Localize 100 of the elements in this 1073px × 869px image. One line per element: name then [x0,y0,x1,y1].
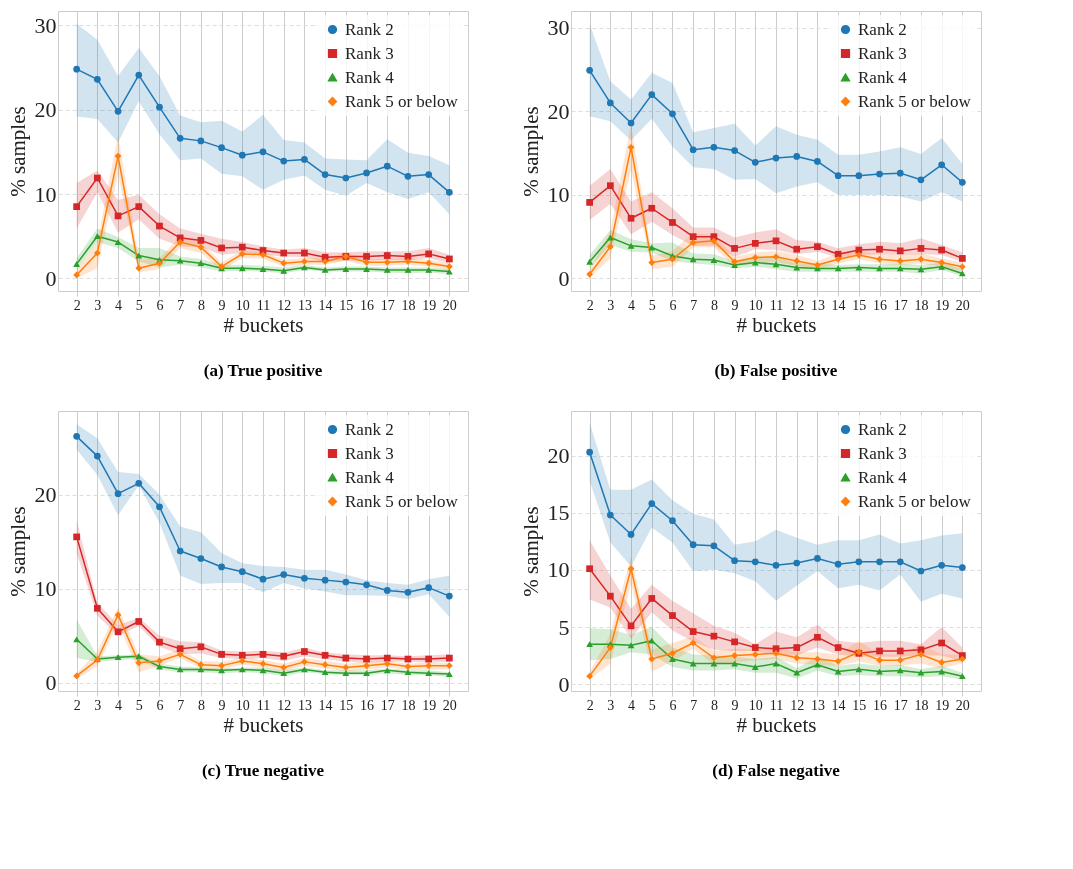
y-tick-label: 5 [558,614,570,640]
x-tick-label: 13 [810,697,825,713]
legend-label: Rank 3 [345,443,394,463]
point [669,219,676,226]
x-tick-label: 9 [731,697,739,713]
x-tick-label: 18 [914,297,929,313]
x-tick-label: 12 [790,697,805,713]
point [363,253,370,260]
point [425,171,433,178]
point [669,656,676,662]
x-axis-title: # buckets [736,312,817,337]
point [301,258,308,265]
x-tick-label: 8 [197,297,205,313]
point [363,662,370,669]
x-tick-label: 8 [710,697,718,713]
x-tick-label: 10 [235,697,250,713]
x-tick-label: 2 [586,297,594,313]
point [218,144,225,151]
y-axis-title: % samples [518,106,543,197]
x-tick-label: 19 [422,697,437,713]
x-tick-label: 15 [339,697,354,713]
x-tick-label: 6 [669,697,677,713]
y-tick-label: 0 [45,265,57,291]
x-tick-label: 11 [256,697,271,713]
point [669,612,676,619]
point [586,67,593,74]
x-tick-label: 7 [690,697,698,713]
x-tick-label: 18 [914,697,929,713]
x-tick-label: 15 [852,297,867,313]
x-tick-label: 3 [94,297,102,313]
legend-label: Rank 2 [345,19,394,39]
point [218,651,225,658]
x-tick-label: 20 [955,697,970,713]
x-tick-label: 3 [607,297,615,313]
text: (b) False positive [714,361,838,380]
point [73,433,80,440]
y-tick-label: 10 [34,576,57,602]
legend-label: Rank 4 [345,467,395,487]
x-tick-label: 20 [955,297,970,313]
point [425,662,433,669]
point [301,156,308,163]
point [446,671,453,677]
point [425,267,433,273]
x-tick-label: 17 [380,697,395,713]
x-tick-label: 20 [442,697,457,713]
x-tick-label: 4 [115,697,123,713]
x-tick-label: 10 [235,297,250,313]
point [425,584,433,591]
x-tick-label: 16 [360,297,375,313]
y-tick-label: 30 [34,12,57,38]
x-tick-label: 4 [628,297,636,313]
x-tick-label: 8 [710,297,718,313]
x-tick-label: 14 [318,697,333,713]
y-tick-label: 20 [547,98,570,124]
x-axis-title: # buckets [736,712,817,737]
x-tick-label: 4 [628,697,636,713]
point [446,263,453,270]
x-tick-label: 12 [277,697,292,713]
x-tick-label: 15 [339,297,354,313]
y-tick-label: 0 [558,671,570,697]
x-tick-label: 2 [73,297,81,313]
x-tick-label: 17 [380,297,395,313]
x-tick-label: 11 [256,297,271,313]
y-tick-label: 10 [547,182,570,208]
point [959,255,966,262]
point [586,199,593,206]
legend-label: Rank 2 [858,419,907,439]
x-tick-label: 11 [769,697,784,713]
point [731,652,738,659]
x-tick-label: 18 [401,697,416,713]
x-tick-label: 4 [115,297,123,313]
x-tick-label: 6 [156,297,164,313]
point [73,203,80,211]
x-tick-label: 2 [73,697,81,713]
x-tick-label: 14 [831,697,846,713]
x-tick-label: 16 [873,697,888,713]
point [218,662,225,669]
point [446,662,453,669]
x-tick-label: 3 [607,697,615,713]
x-tick-label: 7 [690,297,698,313]
y-tick-label: 15 [547,500,570,526]
legend-label: Rank 3 [858,43,907,63]
x-tick-label: 9 [218,297,226,313]
legend-label: Rank 2 [858,19,907,39]
y-axis-title: % samples [518,506,543,597]
x-axis-title: # buckets [223,312,304,337]
x-tick-label: 16 [873,297,888,313]
text: (a) True positive [203,361,323,380]
x-tick-label: 7 [177,297,185,313]
x-tick-label: 6 [156,697,164,713]
point [959,179,966,186]
x-tick-label: 6 [669,297,677,313]
x-tick-label: 17 [893,697,908,713]
legend-label: Rank 5 or below [345,91,459,111]
x-tick-label: 3 [94,697,102,713]
point [959,564,966,571]
x-tick-label: 5 [135,697,143,713]
x-tick-label: 19 [935,297,950,313]
y-tick-label: 10 [547,557,570,583]
legend-label: Rank 5 or below [858,91,972,111]
